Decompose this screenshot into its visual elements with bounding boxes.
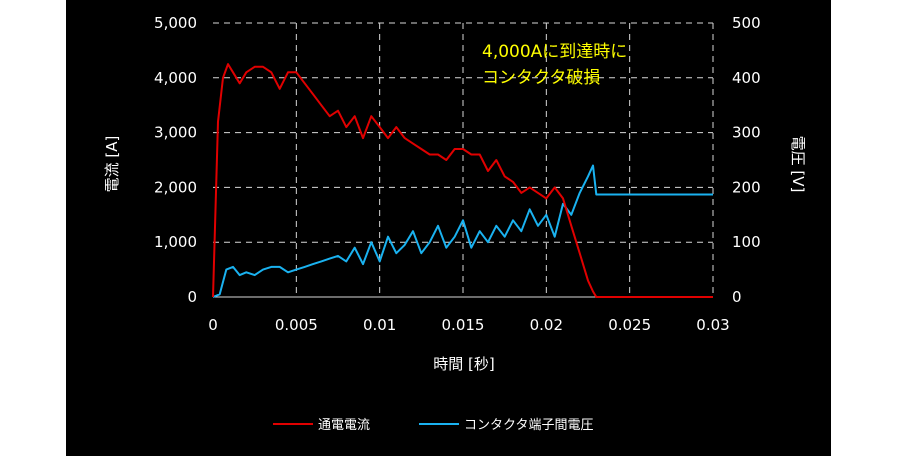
x-tick-label: 0.025 [608,316,651,334]
y2-axis-title: 電圧 [V] [789,136,807,193]
x-tick-label: 0 [208,316,218,334]
y-axis-title: 電流 [A] [103,136,121,193]
annotation: 4,000Aに到達時に コンタクタ破損 [482,42,627,88]
series-layer [212,63,713,298]
annotation-line-1: 4,000Aに到達時に [482,42,627,62]
y2-tick-label: 100 [732,233,761,251]
y2-tick-label: 500 [732,14,761,32]
series-line-voltage [212,164,713,298]
y-tick-label: 3,000 [154,124,197,142]
y-tick-label: 2,000 [154,178,197,196]
x-tick-label: 0.03 [696,316,729,334]
legend-label-current: 通電電流 [318,418,370,433]
annotation-line-2: コンタクタ破損 [482,68,600,88]
y2-tick-label: 300 [732,124,761,142]
x-axis-ticks: 0 0.005 0.01 0.015 0.02 0.025 0.03 [208,316,729,334]
y-tick-label: 0 [187,288,197,306]
legend-label-voltage: コンタクタ端子間電圧 [464,418,593,433]
x-tick-label: 0.005 [275,316,318,334]
legend: 通電電流 コンタクタ端子間電圧 [273,418,593,433]
grid-lines [213,22,714,298]
series-line-current [212,63,713,298]
x-tick-label: 0.01 [363,316,396,334]
chart-background [66,0,831,456]
x-tick-label: 0.015 [442,316,485,334]
right-axis-ticks: 0 100 200 300 400 500 [732,14,761,306]
left-axis-ticks: 0 1,000 2,000 3,000 4,000 5,000 [154,14,197,306]
y-tick-label: 5,000 [154,14,197,32]
y2-tick-label: 200 [732,178,761,196]
x-tick-label: 0.02 [530,316,563,334]
y2-tick-label: 0 [732,288,742,306]
x-axis-title: 時間 [秒] [433,355,494,373]
y-tick-label: 4,000 [154,69,197,87]
y2-tick-label: 400 [732,69,761,87]
y-tick-label: 1,000 [154,233,197,251]
